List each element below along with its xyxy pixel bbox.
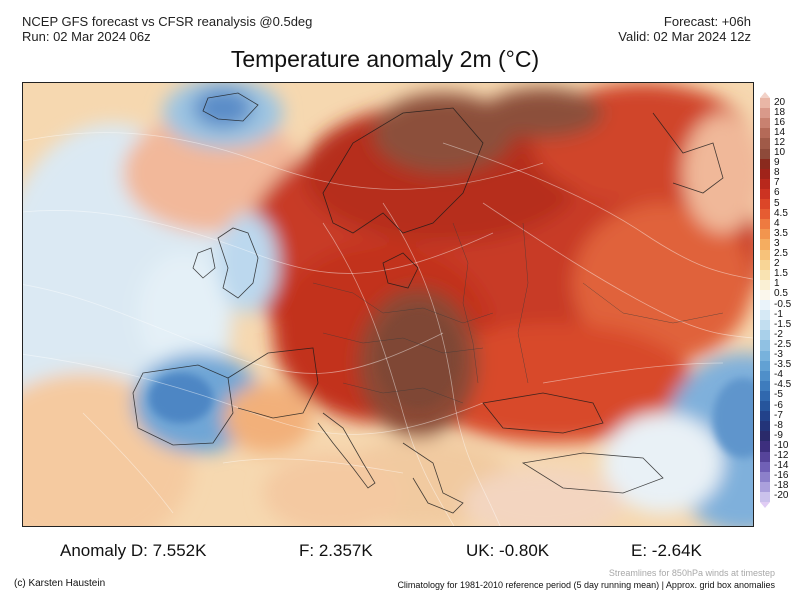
colorbar-segment — [760, 320, 770, 331]
colorbar-label: 2 — [774, 258, 780, 270]
colorbar-label: 4 — [774, 217, 780, 229]
colorbar-label: -14 — [774, 460, 789, 472]
credit-text: (c) Karsten Haustein — [14, 578, 106, 589]
colorbar-label: -2 — [774, 328, 783, 340]
colorbar-segment — [760, 411, 770, 422]
colorbar-label: 4.5 — [774, 207, 788, 219]
colorbar-segment — [760, 98, 770, 109]
colorbar — [760, 98, 770, 503]
colorbar-label: -10 — [774, 439, 789, 451]
colorbar-segment — [760, 118, 770, 129]
colorbar-label: 8 — [774, 167, 780, 179]
colorbar-segment — [760, 350, 770, 362]
colorbar-label: 20 — [774, 96, 786, 108]
colorbar-segment — [760, 441, 770, 452]
colorbar-segment — [760, 370, 770, 382]
colorbar-segment — [760, 360, 770, 372]
colorbar-label: -16 — [774, 470, 789, 482]
colorbar-segment — [760, 330, 770, 341]
colorbar-segment — [760, 289, 770, 301]
colorbar-segment — [760, 229, 770, 240]
colorbar-segment — [760, 401, 770, 412]
colorbar-label: -20 — [774, 490, 789, 502]
colorbar-segment — [760, 259, 770, 271]
colorbar-label: -1 — [774, 308, 783, 320]
colorbar-label: -4.5 — [774, 379, 792, 391]
colorbar-label: -0.5 — [774, 298, 792, 310]
colorbar-segment — [760, 219, 770, 230]
colorbar-segment — [760, 148, 770, 160]
anomaly-d-stat: Anomaly D: 7.552K — [60, 541, 207, 560]
colorbar-label: -7 — [774, 409, 783, 421]
colorbar-label: 7 — [774, 177, 780, 189]
colorbar-segment — [760, 481, 770, 493]
colorbar-segment — [760, 108, 770, 119]
run-time-text: Run: 02 Mar 2024 06z — [22, 29, 151, 44]
anomaly-map-graphic — [23, 83, 753, 526]
colorbar-top-arrow — [760, 92, 770, 98]
anomaly-uk-stat: UK: -0.80K — [466, 541, 550, 560]
colorbar-label: 14 — [774, 126, 786, 138]
colorbar-segment — [760, 451, 770, 463]
streamline-note: Streamlines for 850hPa winds at timestep — [608, 568, 775, 578]
colorbar-segment — [760, 128, 770, 139]
header-right: Forecast: +06h Valid: 02 Mar 2024 12z — [618, 14, 751, 44]
colorbar-label: 1 — [774, 278, 780, 290]
colorbar-segment — [760, 380, 770, 392]
colorbar-label: -4 — [774, 369, 783, 381]
colorbar-segment — [760, 461, 770, 473]
colorbar-segment — [760, 249, 770, 261]
colorbar-label: -1.5 — [774, 318, 792, 330]
colorbar-label: -2.5 — [774, 338, 792, 350]
colorbar-label: 12 — [774, 136, 786, 148]
colorbar-segment — [760, 239, 770, 250]
colorbar-segment — [760, 421, 770, 432]
colorbar-label: -3 — [774, 349, 783, 360]
colorbar-segment — [760, 178, 770, 190]
colorbar-label: 0.5 — [774, 288, 788, 300]
colorbar-label: 1.5 — [774, 268, 788, 280]
colorbar-label: 9 — [774, 157, 780, 169]
colorbar-segment — [760, 188, 770, 200]
forecast-hour-text: Forecast: +06h — [663, 14, 751, 29]
anomaly-f-stat: F: 2.357K — [299, 541, 373, 560]
colorbar-label: 2.5 — [774, 248, 788, 259]
colorbar-segment — [760, 168, 770, 180]
colorbar-bottom-arrow — [760, 502, 770, 508]
colorbar-label: 16 — [774, 116, 786, 128]
colorbar-segment — [760, 300, 770, 311]
colorbar-segment — [760, 158, 770, 170]
model-source-text: NCEP GFS forecast vs CFSR reanalysis @0.… — [22, 14, 313, 29]
colorbar-segment — [760, 279, 770, 291]
colorbar-label: 10 — [774, 147, 786, 158]
colorbar-label: -12 — [774, 450, 789, 461]
colorbar-segment — [760, 431, 770, 442]
anomaly-map — [22, 82, 754, 527]
colorbar-label: 6 — [774, 187, 780, 199]
colorbar-segment — [760, 269, 770, 281]
colorbar-segment — [760, 310, 770, 321]
colorbar-label: -8 — [774, 419, 783, 431]
colorbar-label: -18 — [774, 480, 789, 492]
colorbar-label: 3.5 — [774, 227, 788, 239]
colorbar-label: -3.5 — [774, 359, 792, 371]
colorbar-segment — [760, 340, 770, 351]
colorbar-label: 18 — [774, 106, 786, 118]
colorbar-segment — [760, 209, 770, 220]
colorbar-segment — [760, 491, 770, 503]
colorbar-label: 5 — [774, 197, 780, 209]
colorbar-label: 3 — [774, 237, 780, 249]
colorbar-segment — [760, 199, 770, 210]
colorbar-label: -6 — [774, 399, 783, 411]
colorbar-segment — [760, 390, 770, 402]
colorbar-segment — [760, 138, 770, 149]
colorbar-label: -5 — [774, 389, 783, 401]
header-left: NCEP GFS forecast vs CFSR reanalysis @0.… — [22, 14, 312, 44]
colorbar-label: -9 — [774, 429, 783, 441]
climatology-note: Climatology for 1981-2010 reference peri… — [397, 580, 775, 590]
anomaly-e-stat: E: -2.64K — [631, 541, 702, 560]
colorbar-segment — [760, 471, 770, 483]
map-title: Temperature anomaly 2m (°C) — [230, 46, 540, 72]
valid-time-text: Valid: 02 Mar 2024 12z — [618, 29, 751, 44]
